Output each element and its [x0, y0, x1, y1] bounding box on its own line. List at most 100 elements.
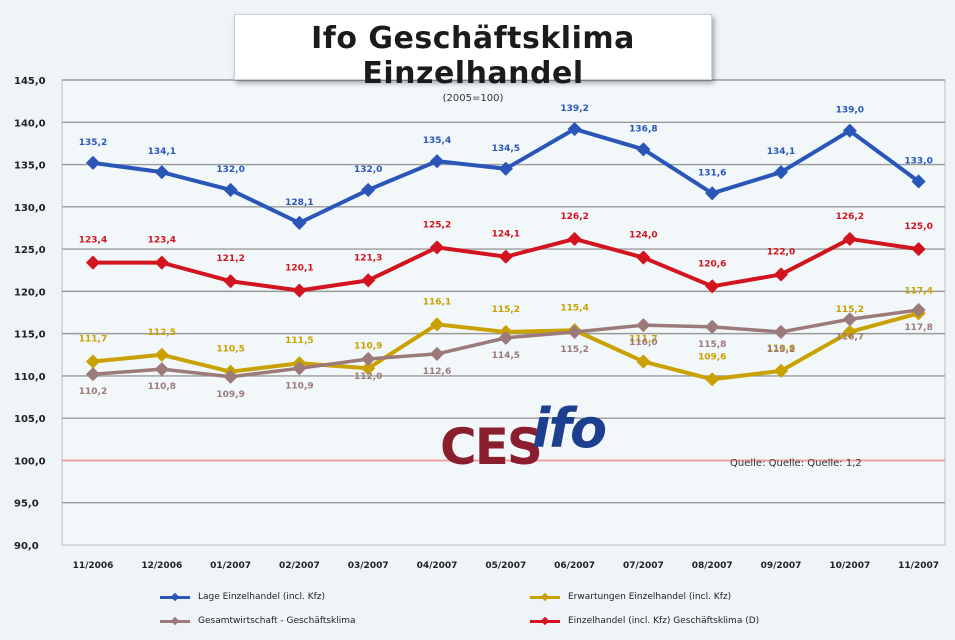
- data-point-klima: [223, 274, 238, 289]
- y-tick-label: 125,0: [14, 245, 46, 256]
- data-label-erwartungen: 112,5: [148, 328, 176, 338]
- data-label-erwartungen: 111,5: [285, 336, 313, 346]
- y-tick-label: 145,0: [14, 76, 46, 87]
- y-tick-label: 115,0: [14, 330, 46, 341]
- logo-ces-text: CES: [440, 418, 543, 476]
- legend-label-gesamt: Gesamtwirtschaft - Geschäftsklima: [198, 616, 356, 626]
- y-tick-label: 110,0: [14, 372, 46, 383]
- data-point-gesamt: [705, 319, 720, 334]
- data-point-klima: [361, 273, 376, 288]
- data-point-gesamt: [842, 312, 857, 327]
- y-tick-label: 135,0: [14, 161, 46, 172]
- data-label-gesamt: 112,6: [423, 367, 451, 377]
- x-tick-label: 02/2007: [279, 561, 320, 571]
- data-label-gesamt: 114,5: [492, 351, 520, 361]
- data-point-klima: [498, 249, 513, 264]
- data-label-erwartungen: 115,2: [836, 305, 864, 315]
- data-label-lage: 135,2: [79, 138, 107, 148]
- legend-swatch-klima: [530, 619, 560, 623]
- data-point-gesamt: [429, 346, 445, 361]
- data-point-lage: [842, 123, 857, 138]
- data-point-erwartungen: [85, 354, 101, 369]
- data-label-klima: 121,3: [354, 253, 382, 263]
- data-point-gesamt: [911, 302, 926, 318]
- data-point-gesamt: [85, 367, 101, 382]
- data-label-erwartungen: 115,4: [560, 303, 588, 313]
- data-label-erwartungen: 110,6: [767, 344, 795, 354]
- data-label-lage: 134,5: [492, 144, 520, 154]
- data-point-lage: [223, 182, 238, 197]
- legend-label-lage: Lage Einzelhandel (incl. Kfz): [198, 592, 326, 602]
- data-point-lage: [705, 186, 720, 201]
- data-label-lage: 128,1: [285, 198, 313, 208]
- logo-ifo-text: ifo: [532, 397, 607, 460]
- data-label-klima: 120,1: [285, 264, 313, 274]
- data-label-gesamt: 115,2: [767, 345, 795, 355]
- data-point-klima: [911, 242, 926, 257]
- data-point-erwartungen: [773, 363, 789, 378]
- data-label-klima: 126,2: [836, 212, 864, 222]
- data-label-gesamt: 117,8: [904, 323, 932, 333]
- legend-swatch-lage: [160, 595, 190, 599]
- data-label-gesamt: 110,2: [79, 387, 107, 397]
- data-point-klima: [154, 255, 169, 270]
- data-point-gesamt: [636, 318, 651, 333]
- legend-item-gesamt: Gesamtwirtschaft - Geschäftsklima: [160, 616, 356, 626]
- data-label-erwartungen: 115,2: [492, 305, 520, 315]
- data-label-gesamt: 115,8: [698, 340, 726, 350]
- legend-label-erwartungen: Erwartungen Einzelhandel (incl. Kfz): [568, 592, 732, 602]
- data-point-gesamt: [498, 330, 513, 345]
- data-label-lage: 131,6: [698, 168, 726, 178]
- data-label-erwartungen: 116,1: [423, 297, 451, 307]
- y-tick-label: 130,0: [14, 203, 46, 214]
- data-label-klima: 124,1: [492, 230, 520, 240]
- x-tick-label: 05/2007: [485, 561, 526, 571]
- data-point-erwartungen: [154, 347, 169, 362]
- chart-legend: Lage Einzelhandel (incl. Kfz) Erwartunge…: [160, 588, 920, 636]
- data-point-gesamt: [567, 324, 582, 340]
- x-tick-label: 06/2007: [554, 561, 595, 571]
- data-point-klima: [567, 231, 582, 247]
- data-label-erwartungen: 110,5: [216, 345, 244, 355]
- data-label-gesamt: 109,9: [216, 390, 244, 400]
- x-tick-label: 03/2007: [348, 561, 389, 571]
- data-label-gesamt: 116,7: [836, 332, 864, 342]
- data-point-klima: [705, 279, 720, 294]
- data-label-klima: 123,4: [148, 236, 176, 246]
- data-label-erwartungen: 111,7: [79, 335, 107, 345]
- x-tick-label: 12/2006: [141, 561, 182, 571]
- data-point-lage: [773, 165, 789, 180]
- legend-item-klima: Einzelhandel (incl. Kfz) Geschäftsklima …: [530, 616, 759, 626]
- legend-label-klima: Einzelhandel (incl. Kfz) Geschäftsklima …: [568, 616, 760, 626]
- data-label-lage: 135,4: [423, 136, 451, 146]
- data-point-klima: [773, 267, 789, 282]
- y-tick-label: 95,0: [14, 499, 39, 510]
- y-tick-label: 90,0: [14, 541, 39, 552]
- data-label-gesamt: 110,8: [148, 382, 176, 392]
- data-point-gesamt: [154, 362, 169, 377]
- legend-item-erwartungen: Erwartungen Einzelhandel (incl. Kfz): [530, 592, 731, 602]
- y-tick-label: 100,0: [14, 456, 46, 467]
- chart-subtitle: (2005=100): [442, 93, 504, 104]
- data-label-gesamt: 112,0: [354, 372, 382, 382]
- data-point-klima: [85, 255, 101, 270]
- data-label-lage: 133,0: [904, 156, 932, 166]
- data-label-klima: 123,4: [79, 236, 107, 246]
- data-point-klima: [292, 283, 307, 298]
- x-tick-label: 01/2007: [210, 561, 251, 571]
- data-point-lage: [154, 165, 169, 180]
- data-point-gesamt: [773, 324, 789, 340]
- data-point-erwartungen: [842, 324, 857, 340]
- source-note: Quelle: Quelle: Quelle: 1,2: [730, 458, 862, 469]
- data-point-lage: [636, 142, 651, 157]
- data-label-lage: 134,1: [767, 147, 795, 157]
- data-point-klima: [636, 250, 651, 265]
- data-point-erwartungen: [636, 354, 651, 369]
- data-point-erwartungen: [361, 361, 376, 376]
- x-tick-label: 09/2007: [761, 561, 802, 571]
- data-point-lage: [429, 154, 445, 169]
- chart-title: Ifo Geschäftsklima Einzelhandel: [311, 21, 635, 91]
- data-label-klima: 126,2: [560, 212, 588, 222]
